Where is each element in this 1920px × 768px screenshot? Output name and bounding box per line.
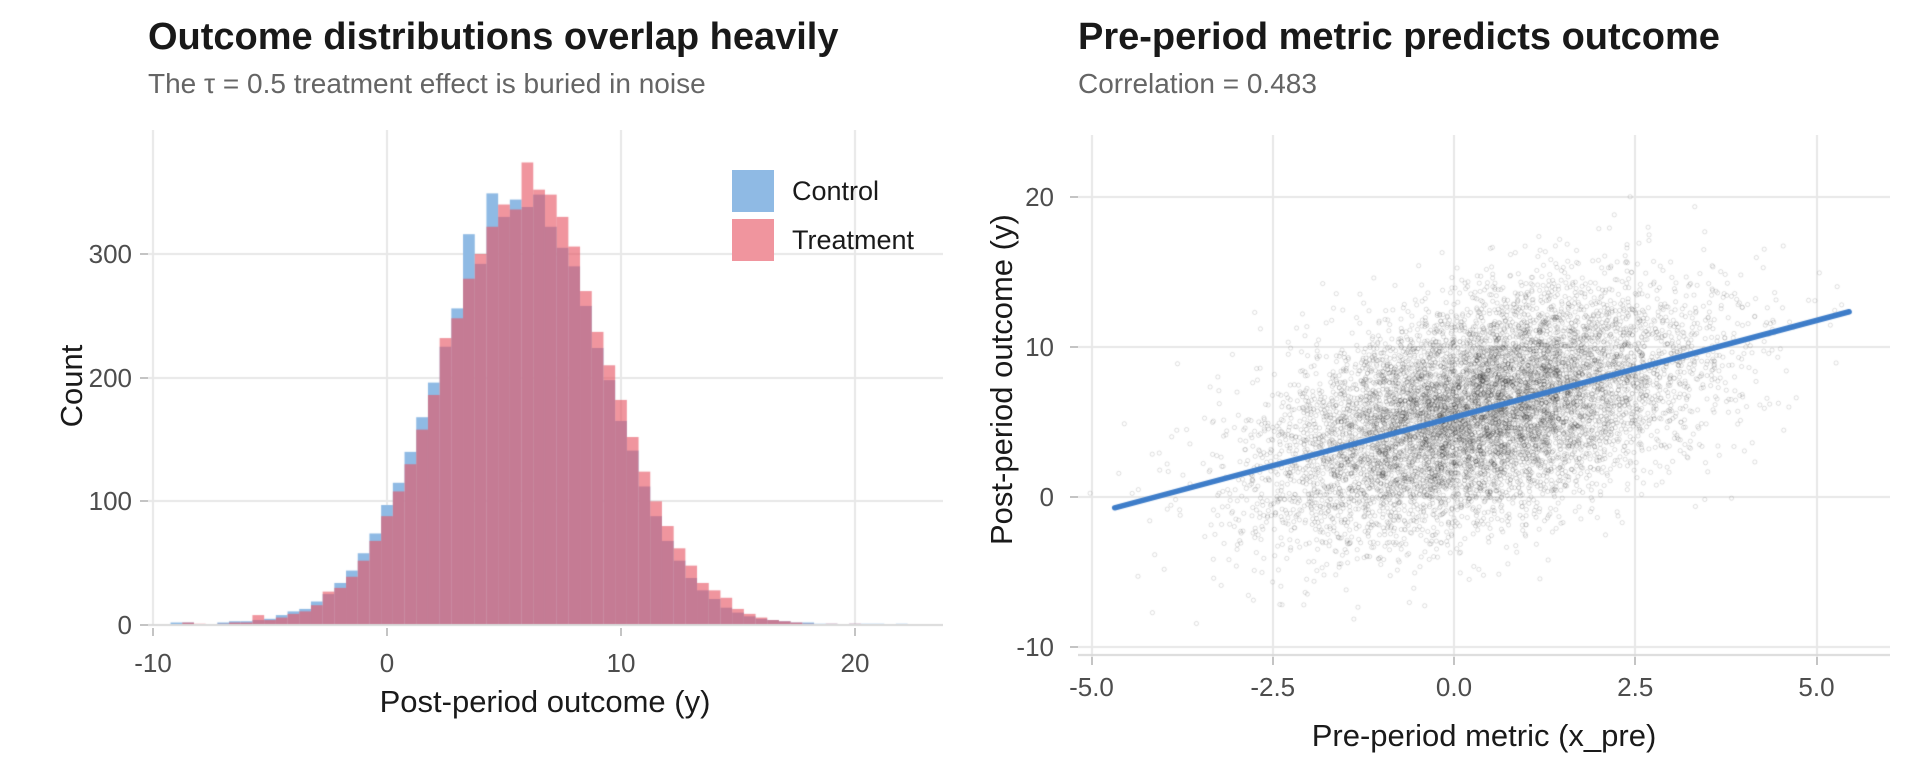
legend-label-treatment: Treatment bbox=[792, 224, 915, 255]
right-panel-subtitle: Correlation = 0.483 bbox=[1078, 68, 1317, 99]
y-tick-label: 10 bbox=[1025, 332, 1054, 362]
y-tick-label: -10 bbox=[1016, 632, 1054, 662]
y-tick-mark bbox=[1070, 646, 1078, 648]
x-tick-mark bbox=[1634, 657, 1637, 665]
left-x-axis-title: Post-period outcome (y) bbox=[379, 684, 711, 719]
x-tick-label: 0 bbox=[379, 648, 395, 678]
control-swatch bbox=[732, 170, 774, 212]
x-tick-label: 10 bbox=[606, 648, 636, 678]
x-tick-label: -10 bbox=[134, 648, 172, 678]
y-tick-mark bbox=[140, 252, 148, 255]
x-tick-label: 0.0 bbox=[1435, 672, 1473, 702]
x-tick-mark bbox=[386, 628, 388, 636]
y-tick-label: 100 bbox=[88, 486, 132, 517]
y-tick-label: 0 bbox=[117, 610, 132, 640]
y-tick-label: 0 bbox=[1039, 482, 1054, 512]
legend-item-treatment: Treatment bbox=[732, 219, 914, 261]
y-tick-mark bbox=[1070, 346, 1078, 348]
x-tick-mark bbox=[1815, 657, 1818, 665]
y-tick-mark bbox=[140, 500, 148, 503]
left-panel-title: Outcome distributions overlap heavily bbox=[148, 16, 839, 58]
x-tick-label: -5.0 bbox=[1069, 672, 1114, 702]
legend-label-control: Control bbox=[792, 175, 880, 206]
x-tick-mark bbox=[1453, 657, 1455, 665]
legend: Control Treatment bbox=[732, 170, 914, 261]
y-tick-label: 300 bbox=[88, 238, 132, 269]
x-tick-mark bbox=[152, 628, 154, 636]
x-tick-label: 20 bbox=[840, 648, 870, 678]
x-tick-mark bbox=[1090, 657, 1093, 665]
y-tick-mark bbox=[1070, 496, 1078, 498]
right-panel-title: Pre-period metric predicts outcome bbox=[1078, 16, 1720, 58]
left-panel-subtitle: The τ = 0.5 treatment effect is buried i… bbox=[148, 68, 706, 99]
y-tick-mark bbox=[140, 376, 148, 379]
y-tick-mark bbox=[1070, 196, 1078, 198]
x-tick-label: 2.5 bbox=[1617, 672, 1654, 702]
legend-item-control: Control bbox=[732, 170, 914, 212]
y-tick-label: 200 bbox=[88, 362, 132, 393]
treatment-swatch bbox=[732, 219, 774, 261]
y-tick-mark bbox=[140, 624, 148, 626]
right-x-axis-title: Pre-period metric (x_pre) bbox=[1311, 718, 1657, 753]
scatter-canvas bbox=[1078, 135, 1890, 657]
x-tick-mark bbox=[1271, 657, 1274, 665]
x-tick-mark bbox=[620, 628, 622, 636]
y-tick-label: 20 bbox=[1025, 182, 1054, 212]
x-tick-label: -2.5 bbox=[1250, 672, 1296, 702]
x-tick-label: 5.0 bbox=[1798, 672, 1835, 702]
x-tick-mark bbox=[854, 628, 856, 636]
histogram-canvas bbox=[148, 130, 943, 628]
